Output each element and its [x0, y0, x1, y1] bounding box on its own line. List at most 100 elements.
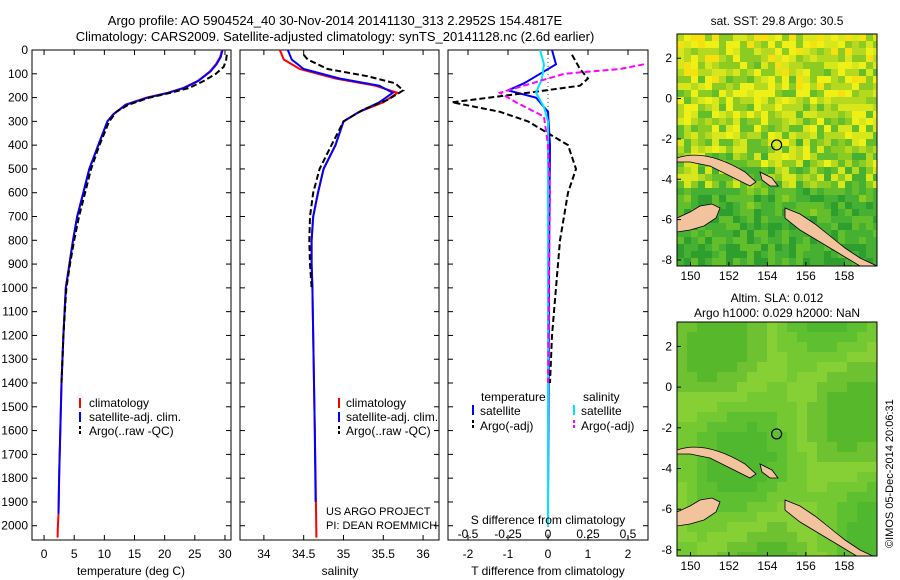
heatmap-cell	[754, 181, 762, 189]
heatmap-cell	[827, 412, 838, 423]
heatmap-cell	[847, 552, 858, 556]
map-y-tick-label: -8	[661, 543, 672, 557]
heatmap-cell	[810, 132, 818, 140]
heatmap-cell	[719, 251, 727, 259]
heatmap-cell	[857, 412, 868, 423]
heatmap-cell	[867, 452, 877, 463]
heatmap-cell	[775, 90, 783, 98]
heatmap-cell	[817, 251, 825, 259]
heatmap-cell	[733, 90, 741, 98]
heatmap-cell	[789, 90, 797, 98]
heatmap-cell	[761, 188, 769, 196]
series-line-satellite-adj-clim-	[286, 49, 395, 502]
heatmap-cell	[677, 125, 685, 133]
heatmap-cell	[845, 132, 853, 140]
heatmap-cell	[677, 372, 688, 383]
x-tick-label: 15	[128, 547, 142, 561]
heatmap-cell	[697, 412, 708, 423]
heatmap-cell	[717, 412, 728, 423]
heatmap-cell	[810, 55, 818, 63]
heatmap-cell	[789, 139, 797, 147]
heatmap-cell	[719, 69, 727, 77]
heatmap-cell	[733, 76, 741, 84]
heatmap-cell	[712, 132, 720, 140]
heatmap-cell	[747, 223, 755, 231]
heatmap-cell	[698, 34, 706, 42]
heatmap-cell	[797, 412, 808, 423]
heatmap-cell	[737, 352, 748, 363]
heatmap-cell	[719, 76, 727, 84]
heatmap-cell	[677, 146, 685, 154]
heatmap-cell	[737, 422, 748, 433]
heatmap-cell	[810, 174, 818, 182]
x-tick-label: 10	[98, 547, 112, 561]
heatmap-cell	[733, 62, 741, 70]
heatmap-cell	[757, 322, 768, 333]
heatmap-cell	[803, 139, 811, 147]
heatmap-cell	[810, 111, 818, 119]
heatmap-cell	[852, 195, 860, 203]
heatmap-cell	[712, 62, 720, 70]
heatmap-cell	[866, 244, 874, 252]
heatmap-cell	[757, 492, 768, 503]
heatmap-cell	[845, 195, 853, 203]
heatmap-cell	[845, 83, 853, 91]
heatmap-cell	[761, 181, 769, 189]
heatmap-cell	[796, 167, 804, 175]
heatmap-cell	[691, 167, 699, 175]
heatmap-cell	[867, 322, 877, 333]
x-tick-label: 30	[218, 547, 232, 561]
heatmap-cell	[768, 55, 776, 63]
heatmap-cell	[810, 104, 818, 112]
series-line-satellite-adj-clim-	[57, 49, 224, 514]
heatmap-cell	[727, 472, 738, 483]
heatmap-cell	[866, 48, 874, 56]
heatmap-cell	[810, 34, 818, 42]
heatmap-cell	[754, 90, 762, 98]
heatmap-cell	[837, 432, 848, 443]
heatmap-cell	[687, 342, 698, 353]
heatmap-cell	[857, 342, 868, 353]
heatmap-cell	[697, 552, 708, 556]
heatmap-cell	[845, 104, 853, 112]
heatmap-cell	[867, 532, 877, 543]
heatmap-cell	[767, 442, 778, 453]
heatmap-cell	[740, 62, 748, 70]
heatmap-cell	[824, 167, 832, 175]
heatmap-cell	[873, 167, 877, 175]
heatmap-cell	[845, 237, 853, 245]
heatmap-cell	[767, 372, 778, 383]
heatmap-cell	[747, 372, 758, 383]
heatmap-cell	[698, 195, 706, 203]
heatmap-cell	[817, 139, 825, 147]
heatmap-cell	[705, 97, 713, 105]
heatmap-cell	[866, 104, 874, 112]
heatmap-cell	[873, 258, 877, 266]
heatmap-cell	[782, 181, 790, 189]
heatmap-cell	[707, 382, 718, 393]
heatmap-cell	[797, 342, 808, 353]
heatmap-cell	[767, 352, 778, 363]
legend-satellite-adj: satellite-adj. clim.	[89, 410, 181, 424]
heatmap-cell	[712, 41, 720, 49]
heatmap-cell	[837, 332, 848, 343]
heatmap-cell	[747, 462, 758, 473]
heatmap-cell	[810, 125, 818, 133]
heatmap-cell	[740, 209, 748, 217]
heatmap-cell	[726, 230, 734, 238]
heatmap-cell	[873, 174, 877, 182]
heatmap-cell	[810, 251, 818, 259]
heatmap-cell	[789, 97, 797, 105]
heatmap-cell	[852, 111, 860, 119]
heatmap-cell	[817, 372, 828, 383]
heatmap-cell	[737, 372, 748, 383]
heatmap-cell	[677, 422, 688, 433]
heatmap-cell	[777, 502, 788, 513]
heatmap-cell	[684, 62, 692, 70]
heatmap-cell	[757, 552, 768, 556]
heatmap-cell	[827, 502, 838, 513]
heatmap-cell	[768, 62, 776, 70]
heatmap-cell	[677, 237, 685, 245]
heatmap-cell	[677, 502, 688, 513]
heatmap-cell	[847, 492, 858, 503]
